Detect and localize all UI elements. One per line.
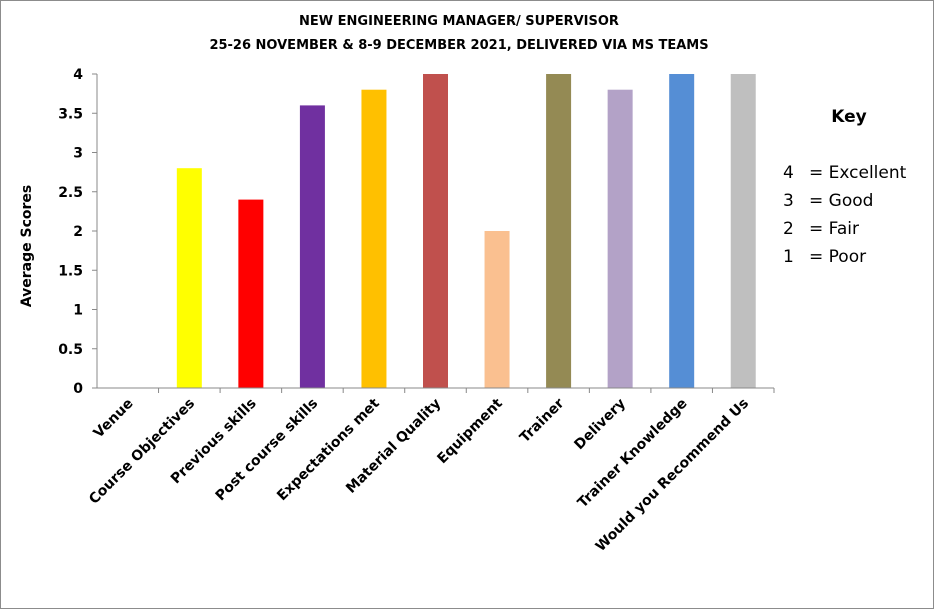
bar-would-you-recommend-us bbox=[730, 74, 756, 388]
x-tick-label: Trainer Knowledge bbox=[575, 396, 691, 512]
key-label-poor: = Poor bbox=[809, 247, 866, 267]
bar-trainer-knowledge bbox=[669, 74, 695, 388]
chart-title: NEW ENGINEERING MANAGER/ SUPERVISOR bbox=[299, 14, 619, 29]
bar-delivery bbox=[607, 89, 633, 388]
y-tick-label: 2 bbox=[73, 224, 83, 240]
bar-material-quality bbox=[423, 74, 448, 388]
x-tick-label: Expectations met bbox=[274, 395, 383, 504]
y-tick-label: 2.5 bbox=[58, 185, 83, 201]
y-tick-label: 1.5 bbox=[58, 263, 83, 279]
axes-group bbox=[96, 74, 775, 393]
chart-title-group: NEW ENGINEERING MANAGER/ SUPERVISOR 25-2… bbox=[209, 14, 708, 53]
key-num-2: 2 bbox=[783, 219, 794, 239]
key-label-good: = Good bbox=[809, 191, 873, 211]
y-tick-label: 3.5 bbox=[58, 106, 83, 122]
key-legend: Key 4 = Excellent 3 = Good 2 = Fair 1 = … bbox=[783, 107, 907, 267]
bar-post-course-skills bbox=[299, 105, 325, 389]
bar-previous-skills bbox=[238, 199, 264, 388]
bar-expectations-met bbox=[361, 89, 387, 388]
key-num-4: 4 bbox=[783, 163, 794, 183]
bar-trainer bbox=[546, 74, 572, 388]
key-num-1: 1 bbox=[783, 247, 794, 267]
x-tick-label: Delivery bbox=[571, 396, 629, 454]
y-tick-label: 4 bbox=[73, 67, 83, 83]
key-label-fair: = Fair bbox=[809, 219, 859, 239]
key-label-excellent: = Excellent bbox=[809, 163, 907, 183]
y-axis-ticks: 0 0.5 1 1.5 2 2.5 3 3.5 4 bbox=[58, 67, 97, 397]
bar-equipment bbox=[484, 231, 510, 388]
x-tick-label: Post course skills bbox=[213, 396, 322, 505]
x-tick-label: Trainer bbox=[517, 395, 568, 446]
y-tick-label: 0.5 bbox=[58, 342, 83, 358]
y-axis-label: Average Scores bbox=[19, 185, 35, 307]
chart-subtitle: 25-26 NOVEMBER & 8-9 DECEMBER 2021, DELI… bbox=[209, 38, 708, 53]
key-title: Key bbox=[831, 107, 867, 127]
x-tick-label: Course Objectives bbox=[86, 396, 198, 508]
y-tick-label: 1 bbox=[73, 303, 83, 319]
y-tick-label: 0 bbox=[73, 381, 83, 397]
key-num-3: 3 bbox=[783, 191, 794, 211]
x-tick-label: Venue bbox=[91, 396, 137, 442]
bar-course-objectives bbox=[176, 168, 202, 388]
bars-group bbox=[176, 74, 756, 389]
x-tick-label: Equipment bbox=[434, 395, 506, 467]
y-tick-label: 3 bbox=[73, 146, 83, 162]
